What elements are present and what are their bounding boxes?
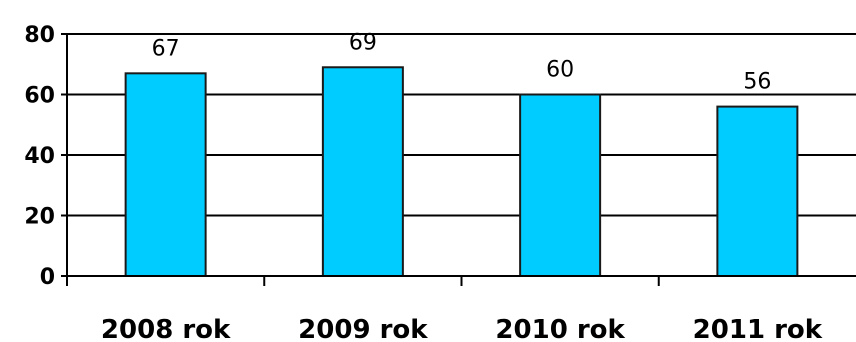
x-tick-label: 2011 rok xyxy=(693,315,823,342)
data-labels: 67 69 60 56 xyxy=(152,30,772,94)
bar xyxy=(321,66,404,278)
axes xyxy=(61,33,856,286)
x-tick-labels: 2008 rok 2009 rok 2010 rok 2011 rok xyxy=(101,315,823,342)
data-label: 67 xyxy=(152,36,180,61)
bar xyxy=(519,93,602,277)
data-label: 56 xyxy=(743,70,771,95)
bars xyxy=(124,66,799,278)
x-tick-label: 2008 rok xyxy=(101,315,231,342)
x-tick-label: 2010 rok xyxy=(495,315,625,342)
y-tick-labels: 0 20 40 60 80 xyxy=(24,23,55,290)
y-tick-label: 60 xyxy=(24,84,55,109)
data-label: 60 xyxy=(546,58,574,83)
y-tick-label: 20 xyxy=(24,205,55,230)
bar xyxy=(124,72,207,277)
x-tick-label: 2009 rok xyxy=(298,315,428,342)
y-tick-label: 0 xyxy=(40,265,55,290)
y-tick-label: 40 xyxy=(24,144,55,169)
data-label: 69 xyxy=(349,30,377,55)
y-tick-label: 80 xyxy=(24,23,55,48)
bar xyxy=(716,105,799,277)
